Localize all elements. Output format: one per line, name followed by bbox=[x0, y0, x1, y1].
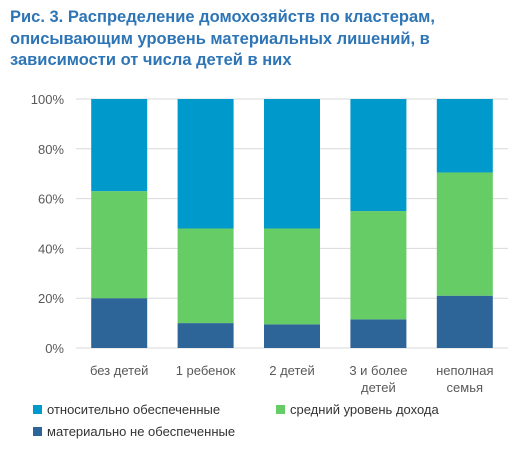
x-tick-label: 2 детей bbox=[269, 363, 315, 378]
legend-label: средний уровень дохода bbox=[290, 402, 439, 417]
legend-label: относительно обеспеченные bbox=[47, 402, 221, 417]
x-tick-labels: без детей 1 ребенок 2 детей 3 и более детей н… bbox=[90, 363, 494, 395]
y-tick-labels: 0% 20% 40% 60% 80% 100% bbox=[31, 92, 65, 356]
chart-title: Рис. 3. Распределение домохозяйств по кл… bbox=[10, 8, 435, 69]
bar-segment bbox=[264, 324, 320, 348]
y-tick-label: 60% bbox=[38, 192, 64, 207]
x-tick-label: 1 ребенок bbox=[176, 363, 236, 378]
bar-segment bbox=[177, 99, 234, 229]
bar-segment bbox=[436, 172, 493, 296]
x-tick-label: семья bbox=[447, 380, 483, 395]
bar-segment bbox=[350, 99, 407, 212]
bar-segment bbox=[91, 191, 148, 299]
bar-segment bbox=[350, 319, 407, 348]
y-tick-label: 80% bbox=[38, 142, 64, 157]
legend-swatch bbox=[276, 405, 285, 414]
legend-item-not-secure[interactable]: материально не обеспеченные bbox=[33, 424, 235, 439]
bar-segment bbox=[91, 298, 148, 348]
x-tick-label: 3 и более bbox=[349, 363, 407, 378]
legend-item-relatively-secure[interactable]: относительно обеспеченные bbox=[33, 402, 220, 417]
y-tick-label: 100% bbox=[31, 92, 65, 107]
bar-segment bbox=[177, 228, 234, 324]
legend-item-middle-income[interactable]: средний уровень дохода bbox=[276, 402, 439, 417]
legend-label: материально не обеспеченные bbox=[47, 424, 236, 439]
bar-segment bbox=[436, 295, 493, 348]
y-tick-label: 20% bbox=[38, 291, 64, 306]
legend-swatch bbox=[33, 405, 42, 414]
bar-segment bbox=[264, 228, 320, 325]
x-tick-label: без детей bbox=[90, 363, 149, 378]
bars bbox=[91, 99, 493, 348]
y-tick-label: 40% bbox=[38, 241, 64, 256]
bar-segment bbox=[264, 99, 320, 229]
legend-swatch bbox=[33, 427, 42, 436]
x-tick-label: детей bbox=[361, 380, 396, 395]
bar-segment bbox=[177, 323, 234, 348]
x-tick-label: неполная bbox=[436, 363, 493, 378]
bar-segment bbox=[436, 99, 493, 173]
bar-segment bbox=[91, 99, 148, 192]
bar-segment bbox=[350, 211, 407, 320]
y-tick-label: 0% bbox=[45, 341, 64, 356]
